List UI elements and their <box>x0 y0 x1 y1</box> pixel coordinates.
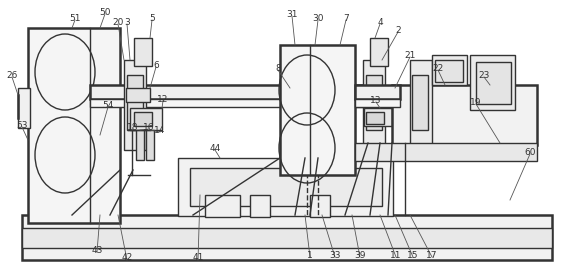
Text: 43: 43 <box>91 245 103 254</box>
Text: 26: 26 <box>6 71 18 80</box>
Bar <box>22 215 552 260</box>
Bar <box>146 130 154 160</box>
Bar <box>18 88 30 128</box>
Text: 31: 31 <box>286 9 298 19</box>
Text: 13: 13 <box>370 96 382 105</box>
Bar <box>22 228 552 248</box>
Bar <box>362 88 386 102</box>
Text: 22: 22 <box>432 63 444 73</box>
Text: 15: 15 <box>407 250 419 259</box>
Bar <box>127 75 143 130</box>
Bar <box>126 88 150 102</box>
Text: 39: 39 <box>354 250 366 259</box>
Text: 3: 3 <box>124 18 130 26</box>
Bar <box>205 195 240 217</box>
Text: 23: 23 <box>478 71 490 80</box>
Text: 54: 54 <box>102 101 114 110</box>
Text: 16: 16 <box>144 123 155 131</box>
Bar <box>355 99 400 107</box>
Bar <box>392 85 537 145</box>
Text: 42: 42 <box>121 254 133 262</box>
Text: 53: 53 <box>16 120 28 130</box>
Bar <box>136 130 144 160</box>
Bar <box>190 168 382 206</box>
Bar <box>130 108 162 130</box>
Text: 6: 6 <box>153 61 159 70</box>
Text: 7: 7 <box>343 14 349 23</box>
Text: 4: 4 <box>377 18 383 26</box>
Text: 8: 8 <box>275 63 281 73</box>
Text: 41: 41 <box>192 254 204 262</box>
Bar <box>355 143 537 161</box>
Text: 51: 51 <box>69 14 81 23</box>
Bar <box>178 158 393 216</box>
Bar <box>366 112 384 124</box>
Bar <box>280 45 355 175</box>
Bar <box>432 55 467 85</box>
Text: 21: 21 <box>404 51 416 59</box>
Text: 20: 20 <box>113 18 123 26</box>
Bar <box>124 60 146 150</box>
Text: 5: 5 <box>149 14 155 23</box>
Bar <box>28 28 120 223</box>
Text: 60: 60 <box>524 148 536 157</box>
Bar <box>134 112 152 126</box>
Bar <box>90 99 370 107</box>
Text: 33: 33 <box>329 250 341 259</box>
Bar <box>363 60 385 150</box>
Text: 12: 12 <box>157 95 169 103</box>
Bar <box>470 55 515 110</box>
Bar <box>90 85 370 99</box>
Text: 18: 18 <box>127 123 139 131</box>
Text: 44: 44 <box>210 143 220 153</box>
Bar <box>250 195 270 217</box>
Text: 2: 2 <box>395 26 401 34</box>
Text: 17: 17 <box>426 250 438 259</box>
Text: 14: 14 <box>154 125 166 135</box>
Text: 1: 1 <box>307 250 313 259</box>
Bar <box>370 38 388 66</box>
Text: 30: 30 <box>312 14 324 23</box>
Bar <box>412 75 428 130</box>
Bar <box>355 85 400 99</box>
Bar <box>366 75 382 130</box>
Text: 50: 50 <box>99 8 111 16</box>
Text: 19: 19 <box>470 98 482 106</box>
Bar <box>435 60 463 82</box>
Text: 11: 11 <box>390 250 402 259</box>
Bar <box>364 108 392 126</box>
Bar <box>476 62 511 104</box>
Bar <box>134 38 152 66</box>
Bar <box>410 60 432 150</box>
Bar <box>310 195 330 217</box>
